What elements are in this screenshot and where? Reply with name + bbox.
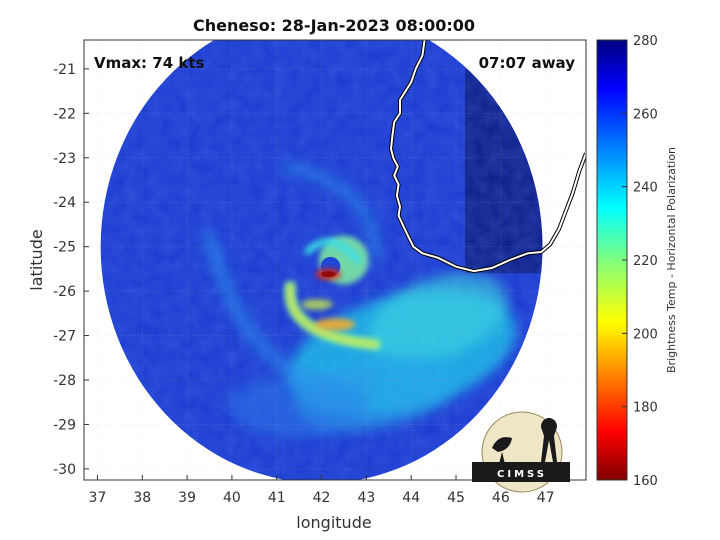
vmax-annotation: Vmax: 74 kts: [94, 54, 204, 72]
colorbar-tick-label: 160: [633, 474, 658, 489]
y-axis-label: latitude: [27, 229, 46, 290]
colorbar-tick-label: 280: [633, 34, 658, 49]
colorbar-ticks: 160 180 200 220 240 260 280: [622, 34, 658, 489]
time-away-annotation: 07:07 away: [479, 54, 576, 72]
colorbar-tick-label: 180: [633, 401, 658, 416]
map-plot-area[interactable]: [84, 40, 586, 480]
y-tick-label: -22: [53, 106, 76, 122]
x-tick-label: 43: [357, 490, 375, 506]
x-tick-label: 40: [223, 490, 241, 506]
x-tick-label: 46: [492, 490, 510, 506]
colorbar-tick-label: 200: [633, 327, 658, 342]
x-tick-label: 45: [447, 490, 465, 506]
y-tick-label: -23: [53, 151, 76, 167]
x-tick-label: 47: [537, 490, 555, 506]
y-tick-label: -21: [53, 62, 76, 78]
chart-title: Cheneso: 28-Jan-2023 08:00:00: [193, 16, 475, 35]
logo-ground: [472, 462, 570, 482]
x-tick-label: 41: [268, 490, 286, 506]
colorbar-tick-label: 220: [633, 254, 658, 269]
y-tick-label: -30: [53, 462, 76, 478]
y-tick-label: -24: [53, 195, 76, 211]
brightness-temp-swath: [100, 40, 543, 480]
logo-text: CIMSS: [497, 469, 547, 480]
grid-lines: [84, 40, 586, 480]
x-tick-label: 39: [178, 490, 196, 506]
x-tick-label: 44: [402, 490, 420, 506]
x-tick-label: 42: [313, 490, 331, 506]
x-axis-ticks: 37 38 39 40 41 42 43 44 45 46 47: [89, 475, 555, 506]
logo-dish-icon: [492, 437, 512, 464]
colorbar-tick-label: 240: [633, 181, 658, 196]
x-tick-label: 37: [89, 490, 107, 506]
logo-tower-top: [547, 418, 551, 423]
x-axis-label: longitude: [296, 513, 371, 532]
colorbar: 160 180 200 220 240 260 280 Brightness Temp - …: [596, 34, 678, 489]
coastline-inner: [389, 40, 586, 273]
y-tick-label: -29: [53, 417, 76, 433]
logo-water-tower-icon: [541, 418, 557, 462]
y-tick-label: -28: [53, 373, 76, 389]
y-axis-ticks: -21 -22 -23 -24 -25 -26 -27 -28 -29 -30: [53, 62, 89, 478]
colorbar-label: Brightness Temp - Horizontal Polarizatio…: [665, 147, 678, 373]
y-tick-label: -26: [53, 284, 76, 300]
cimss-logo: CIMSS: [472, 411, 570, 493]
x-tick-label: 38: [133, 490, 151, 506]
y-tick-label: -25: [53, 240, 76, 256]
colorbar-tick-label: 260: [633, 107, 658, 122]
axes-frame: [83, 39, 587, 481]
y-tick-label: -27: [53, 329, 76, 345]
